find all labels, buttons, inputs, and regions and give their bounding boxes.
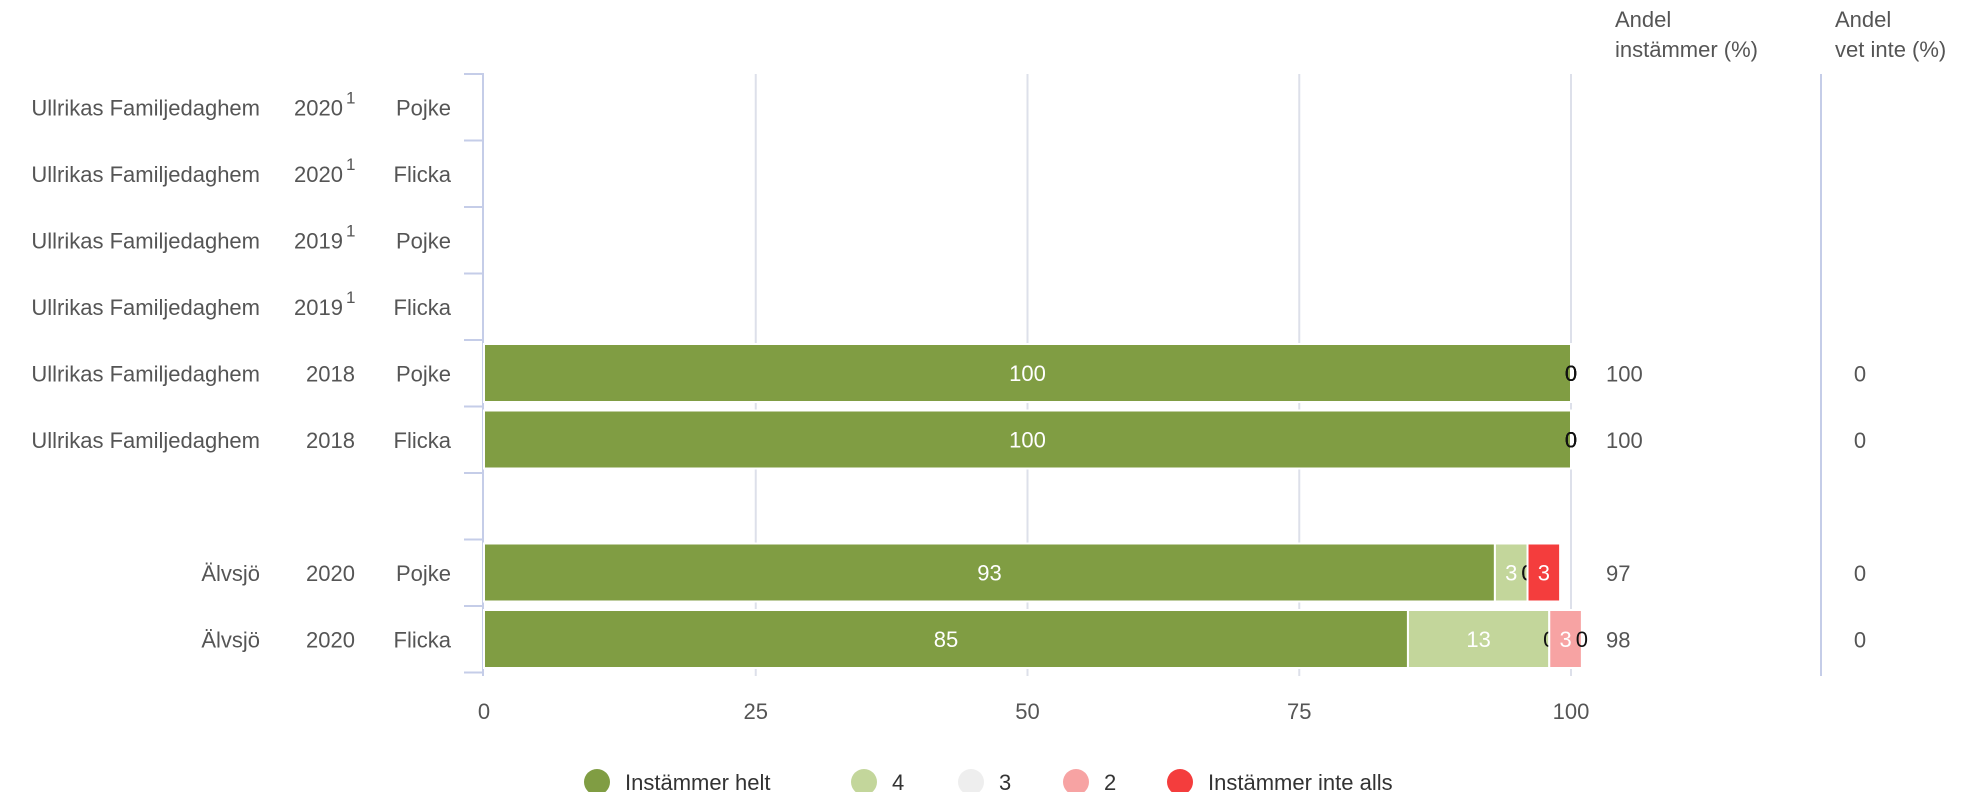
bar-value-label: 0 <box>1565 428 1577 453</box>
bar-value-label: 85 <box>934 627 958 652</box>
legend-label[interactable]: Instämmer inte alls <box>1208 770 1393 792</box>
legend-swatch[interactable] <box>1167 769 1193 792</box>
bar-value-label: 100 <box>1009 428 1046 453</box>
row-unit-label: Ullrikas Familjedaghem <box>31 228 260 253</box>
andel-vet-inte-value: 0 <box>1854 561 1866 586</box>
row-year-label: 2020 <box>306 561 355 586</box>
andel-vet-inte-value: 0 <box>1854 361 1866 386</box>
x-tick-label: 50 <box>1015 699 1039 724</box>
row-year-label: 2020 <box>306 627 355 652</box>
row-unit-label: Älvsjö <box>201 561 260 586</box>
andel-instammer-value: 100 <box>1606 361 1643 386</box>
bar-segment <box>483 542 1496 603</box>
legend-swatch[interactable] <box>851 769 877 792</box>
legend-swatch[interactable] <box>1063 769 1089 792</box>
x-tick-label: 75 <box>1287 699 1311 724</box>
bar-value-label: 0 <box>1565 361 1577 386</box>
bar-value-label: 0 <box>1565 361 1577 386</box>
row-gender-label: Flicka <box>394 627 452 652</box>
row-gender-label: Flicka <box>394 162 452 187</box>
row-gender-label: Flicka <box>394 295 452 320</box>
row-unit-label: Ullrikas Familjedaghem <box>31 162 260 187</box>
row-year-label: 2018 <box>306 428 355 453</box>
legend-label[interactable]: Instämmer helt <box>625 770 771 792</box>
bar-value-label: 93 <box>977 561 1001 586</box>
row-unit-label: Ullrikas Familjedaghem <box>31 295 260 320</box>
row-footnote-marker: 1 <box>346 88 355 107</box>
row-year-label: 2018 <box>306 361 355 386</box>
bar-value-label: 0 <box>1576 627 1588 652</box>
row-gender-label: Pojke <box>396 95 451 120</box>
bar-segment <box>1548 609 1583 669</box>
bar-segment <box>483 609 1409 669</box>
bar-value-label: 0 <box>1565 361 1577 386</box>
legend-swatch[interactable] <box>958 769 984 792</box>
bar-value-label: 100 <box>1009 361 1046 386</box>
bar-value-label: 13 <box>1466 627 1490 652</box>
bar-value-label: 3 <box>1538 561 1550 586</box>
row-year-label: 2020 <box>294 95 343 120</box>
header-andel-vet-inte: Andel vet inte (%) <box>1835 7 1947 62</box>
legend-label[interactable]: 4 <box>892 770 904 792</box>
andel-vet-inte-value: 0 <box>1854 428 1866 453</box>
bar-value-label: 0 <box>1565 428 1577 453</box>
andel-instammer-value: 97 <box>1606 561 1630 586</box>
andel-instammer-value: 98 <box>1606 627 1630 652</box>
row-unit-label: Älvsjö <box>201 627 260 652</box>
bar-value-label: 0 <box>1565 428 1577 453</box>
legend-label[interactable]: 2 <box>1104 770 1116 792</box>
row-unit-label: Ullrikas Familjedaghem <box>31 95 260 120</box>
row-gender-label: Pojke <box>396 561 451 586</box>
row-footnote-marker: 1 <box>346 155 355 174</box>
row-gender-label: Pojke <box>396 361 451 386</box>
legend-swatch[interactable] <box>584 769 610 792</box>
row-unit-label: Ullrikas Familjedaghem <box>31 361 260 386</box>
bar-value-label: 0 <box>1565 361 1577 386</box>
row-year-label: 2019 <box>294 228 343 253</box>
x-tick-label: 0 <box>478 699 490 724</box>
row-year-label: 2019 <box>294 295 343 320</box>
row-footnote-marker: 1 <box>346 221 355 240</box>
bar-segment <box>483 343 1572 403</box>
row-gender-label: Pojke <box>396 228 451 253</box>
bar-segment <box>1526 542 1562 603</box>
x-tick-label: 100 <box>1553 699 1590 724</box>
row-footnote-marker: 1 <box>346 288 355 307</box>
x-tick-label: 25 <box>744 699 768 724</box>
row-year-label: 2020 <box>294 162 343 187</box>
bar-value-label: 3 <box>1505 561 1517 586</box>
row-unit-label: Ullrikas Familjedaghem <box>31 428 260 453</box>
andel-vet-inte-value: 0 <box>1854 627 1866 652</box>
row-gender-label: Flicka <box>394 428 452 453</box>
legend-label[interactable]: 3 <box>999 770 1011 792</box>
bar-segment <box>1406 609 1551 669</box>
bar-segment <box>483 409 1572 470</box>
andel-instammer-value: 100 <box>1606 428 1643 453</box>
bar-value-label: 3 <box>1559 627 1571 652</box>
bar-segment <box>1493 542 1529 603</box>
header-andel-instammer: Andel instämmer (%) <box>1615 7 1759 62</box>
bar-value-label: 0 <box>1565 428 1577 453</box>
